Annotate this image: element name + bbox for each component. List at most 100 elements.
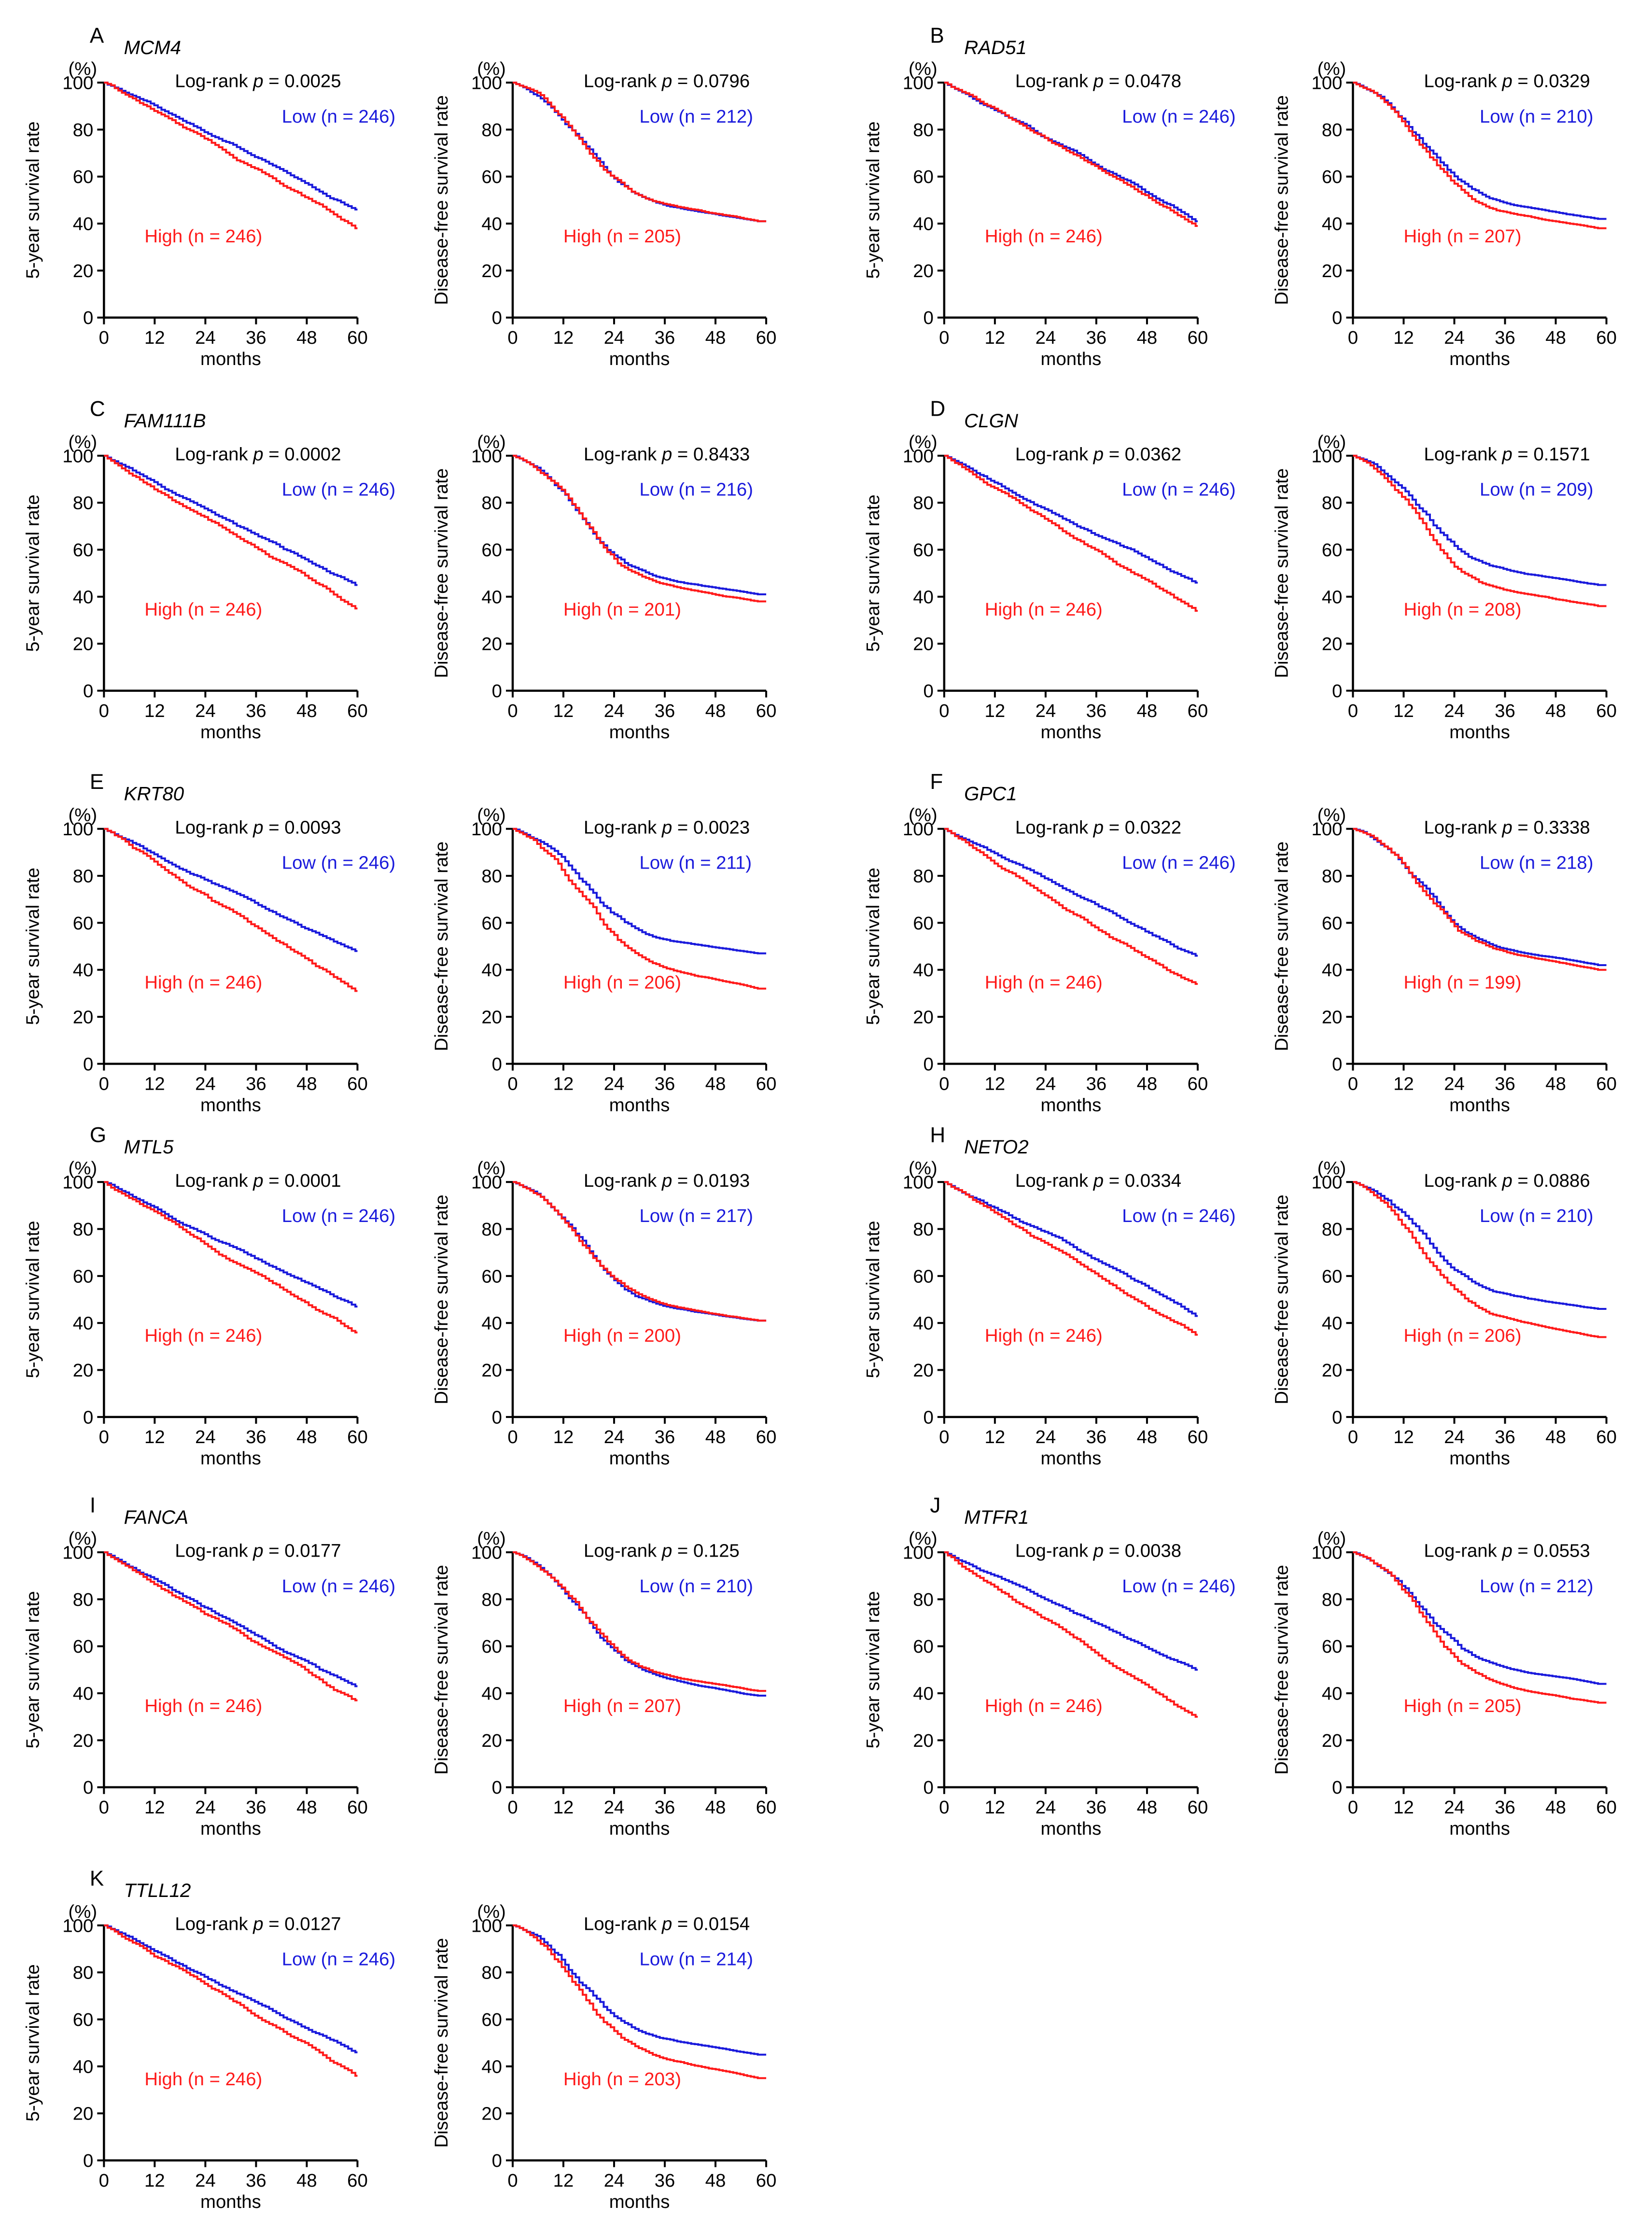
y-unit-label: (%) [909, 58, 938, 79]
y-axis-title: Disease-free survival rate [431, 468, 452, 678]
dfs-p-value: Log-rank p = 0.0553 [1424, 1541, 1590, 1561]
y-tick-label: 20 [73, 634, 94, 655]
y-tick-label: 0 [924, 681, 934, 702]
y-tick-label: 0 [83, 1407, 93, 1428]
y-unit-label: (%) [477, 1528, 506, 1549]
x-tick-label: 24 [1036, 1074, 1056, 1095]
y-tick-label: 0 [83, 308, 93, 328]
dfs-high-label: High (n = 207) [1404, 226, 1522, 247]
os-low-label: Low (n = 246) [1122, 852, 1235, 873]
x-axis-title: months [1449, 1818, 1510, 1839]
panel-letter-F: F [930, 770, 943, 794]
os-low-label: Low (n = 246) [282, 1206, 395, 1226]
x-tick-label: 36 [1495, 327, 1515, 348]
x-tick-label: 0 [939, 1074, 949, 1095]
y-tick-label: 80 [913, 120, 934, 140]
gene-name-NETO2: NETO2 [964, 1136, 1028, 1158]
y-tick-label: 60 [1322, 540, 1343, 561]
x-axis-title: months [200, 2191, 261, 2212]
y-unit-label: (%) [1317, 432, 1346, 452]
y-tick-label: 20 [73, 2104, 94, 2124]
y-axis-title: Disease-free survival rate [431, 1565, 452, 1775]
y-unit-label: (%) [1317, 805, 1346, 826]
os-low-label: Low (n = 246) [282, 479, 395, 500]
os-J-axes: 0 20 40 60 80 100 0 12 24 36 48 60 months (%) 5-year s… [863, 1528, 1236, 1839]
y-tick-label: 20 [481, 1730, 502, 1751]
y-tick-label: 80 [481, 493, 502, 514]
x-tick-label: 48 [296, 1797, 317, 1818]
dfs-low-label: Low (n = 214) [640, 1949, 753, 1970]
y-unit-label: (%) [1317, 1528, 1346, 1549]
dfs-H-axes: 0 20 40 60 80 100 0 12 24 36 48 60 months (%) Disease-… [1272, 1158, 1617, 1469]
x-tick-label: 12 [144, 2170, 165, 2191]
x-axis-title: months [609, 1095, 670, 1116]
y-axis-title: 5-year survival rate [863, 121, 883, 279]
y-tick-label: 0 [492, 1407, 502, 1428]
y-tick-label: 100 [471, 1543, 502, 1563]
os-low-curve [104, 1181, 358, 1308]
x-tick-label: 24 [1444, 1074, 1465, 1095]
y-unit-label: (%) [69, 1158, 98, 1179]
x-tick-label: 36 [246, 1074, 266, 1095]
x-tick-label: 36 [655, 701, 675, 721]
y-axis-title: Disease-free survival rate [1272, 842, 1292, 1052]
x-tick-label: 60 [347, 701, 368, 721]
y-tick-label: 60 [913, 1266, 934, 1287]
x-tick-label: 36 [1086, 327, 1107, 348]
x-tick-label: 0 [1348, 327, 1358, 348]
y-tick-label: 0 [924, 1777, 934, 1798]
x-tick-label: 48 [705, 1074, 726, 1095]
dfs-high-label: High (n = 206) [563, 972, 681, 993]
dfs-low-curve [513, 1551, 767, 1697]
y-axis-title: 5-year survival rate [22, 1964, 43, 2121]
y-tick-label: 40 [481, 2056, 502, 2077]
panel-letter-B: B [930, 24, 944, 47]
y-tick-label: 80 [913, 866, 934, 886]
x-tick-label: 12 [553, 701, 574, 721]
y-unit-label: (%) [1317, 58, 1346, 79]
x-tick-label: 12 [1393, 1797, 1414, 1818]
y-tick-label: 40 [1322, 1313, 1343, 1334]
gene-name-MCM4: MCM4 [124, 37, 182, 58]
x-axis-title: months [1041, 1448, 1102, 1469]
y-tick-label: 80 [481, 1219, 502, 1240]
y-tick-label: 0 [492, 1054, 502, 1075]
os-G-axes: 0 20 40 60 80 100 0 12 24 36 48 60 months (%) 5-year s… [22, 1158, 395, 1469]
y-tick-label: 60 [913, 540, 934, 561]
dfs-p-value: Log-rank p = 0.0023 [584, 817, 750, 838]
x-tick-label: 48 [705, 1797, 726, 1818]
os-high-curve [944, 1551, 1198, 1718]
dfs-B-axes: 0 20 40 60 80 100 0 12 24 36 48 60 months (%) Disease-… [1272, 58, 1617, 369]
dfs-high-label: High (n = 205) [1404, 1696, 1522, 1716]
y-tick-label: 0 [924, 1054, 934, 1075]
x-tick-label: 24 [195, 701, 216, 721]
y-tick-label: 100 [1312, 1543, 1343, 1563]
y-tick-label: 80 [913, 1589, 934, 1610]
y-tick-label: 60 [913, 1636, 934, 1657]
dfs-low-curve [513, 1924, 767, 2056]
y-axis-title: Disease-free survival rate [431, 1194, 452, 1404]
y-tick-label: 60 [481, 540, 502, 561]
os-low-label: Low (n = 246) [1122, 1206, 1235, 1226]
x-tick-label: 36 [246, 1427, 266, 1447]
x-tick-label: 12 [144, 1797, 165, 1818]
y-tick-label: 60 [73, 1636, 94, 1657]
x-tick-label: 0 [1348, 701, 1358, 721]
y-tick-label: 40 [913, 587, 934, 607]
y-tick-label: 100 [1312, 446, 1343, 466]
y-tick-label: 100 [62, 819, 93, 840]
y-unit-label: (%) [477, 805, 506, 826]
x-tick-label: 0 [939, 1427, 949, 1447]
x-tick-label: 0 [99, 1427, 109, 1447]
y-tick-label: 80 [1322, 1219, 1343, 1240]
y-tick-label: 40 [913, 1313, 934, 1334]
y-tick-label: 20 [913, 261, 934, 281]
y-tick-label: 60 [481, 913, 502, 934]
x-tick-label: 36 [1086, 1074, 1107, 1095]
x-tick-label: 48 [1545, 1074, 1566, 1095]
x-tick-label: 36 [246, 701, 266, 721]
x-tick-label: 0 [507, 1427, 518, 1447]
x-tick-label: 48 [1137, 1797, 1158, 1818]
x-tick-label: 24 [1444, 1797, 1465, 1818]
x-tick-label: 60 [1596, 327, 1617, 348]
